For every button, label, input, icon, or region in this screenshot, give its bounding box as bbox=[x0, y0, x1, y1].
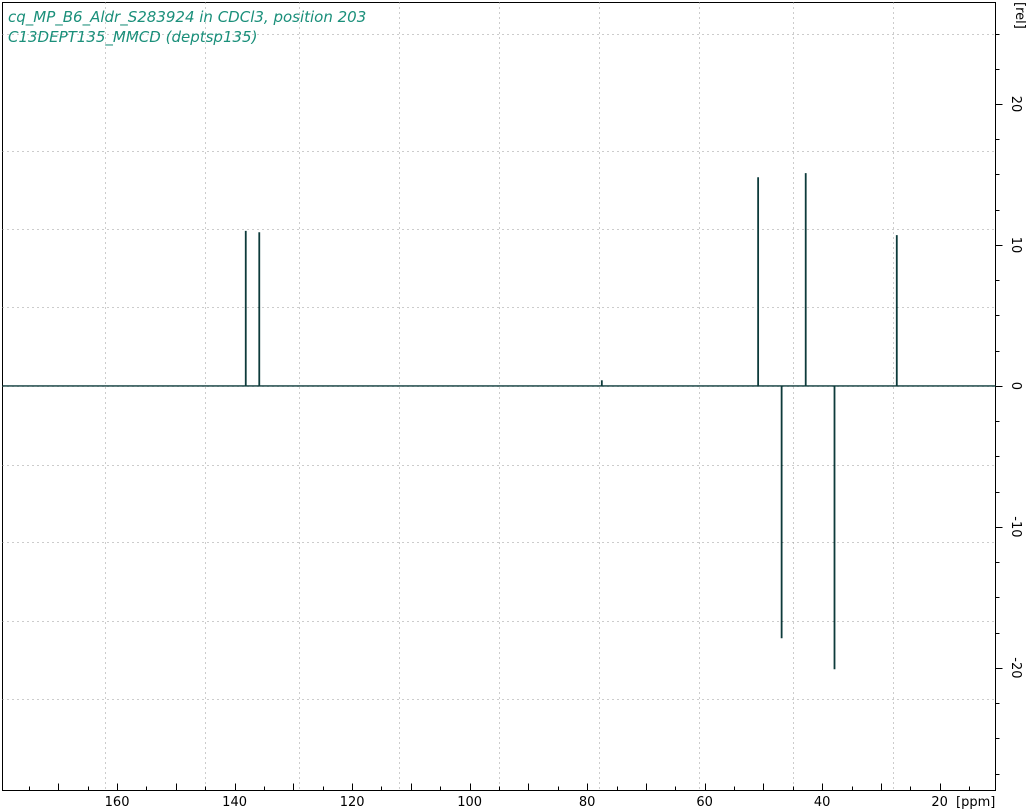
y-axis: 20 10 0 -10 -20 bbox=[995, 34, 1023, 775]
x-tick-label: 100 bbox=[457, 795, 482, 810]
x-tick-label: 40 bbox=[814, 795, 831, 810]
spectrum bbox=[2, 173, 996, 670]
x-tick-label: 20 bbox=[931, 795, 948, 810]
x-axis-unit: [ppm] bbox=[956, 795, 995, 810]
plot-frame bbox=[2, 2, 996, 791]
y-tick-label: -20 bbox=[1008, 657, 1023, 678]
x-axis: 160 140 120 100 80 60 40 20 bbox=[29, 783, 970, 810]
x-tick-label: 140 bbox=[222, 795, 247, 810]
x-tick-label: 160 bbox=[105, 795, 130, 810]
x-tick-label: 120 bbox=[340, 795, 365, 810]
y-axis-unit: [rel] bbox=[1012, 2, 1027, 29]
title-line-1: cq_MP_B6_Aldr_S283924 in CDCl3, position… bbox=[8, 8, 366, 27]
y-tick-label: -10 bbox=[1008, 516, 1023, 537]
y-tick-label: 20 bbox=[1008, 96, 1023, 113]
x-tick-label: 60 bbox=[696, 795, 713, 810]
title-line-2: C13DEPT135_MMCD (deptsp135) bbox=[8, 28, 257, 47]
x-tick-label: 80 bbox=[579, 795, 596, 810]
grid-lines bbox=[2, 2, 996, 791]
y-tick-label: 0 bbox=[1008, 382, 1023, 390]
y-tick-label: 10 bbox=[1008, 237, 1023, 254]
